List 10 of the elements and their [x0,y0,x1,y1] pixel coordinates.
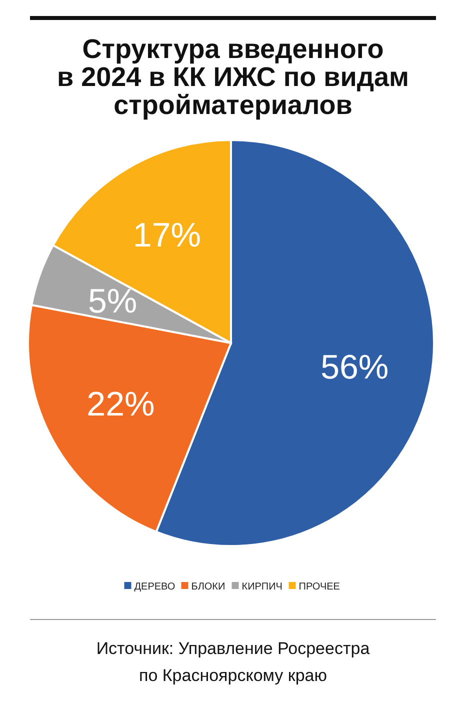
data-label: 17% [132,216,201,255]
data-label: 56% [320,348,389,386]
legend-label: ПРОЧЕЕ [298,582,340,592]
data-label: 5% [88,282,138,320]
legend-label: БЛОКИ [191,582,226,592]
text: Источник: Управление Росреестра по Красноярскому краю [96,639,370,685]
legend-label: ДЕРЕВО [134,582,176,592]
data-label: 22% [86,386,155,424]
chart-title: Структура введенного в 2024 в КК ИЖС по видам стройматериалов [57,34,409,120]
legend-label: КИРПИЧ [242,582,282,592]
